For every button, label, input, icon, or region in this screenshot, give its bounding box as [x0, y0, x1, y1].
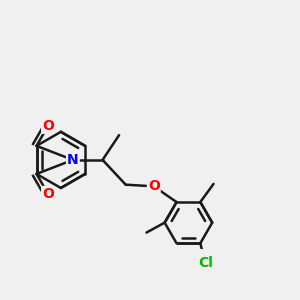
- Text: N: N: [67, 153, 79, 167]
- Text: O: O: [42, 119, 54, 133]
- Text: O: O: [148, 179, 160, 193]
- Text: Cl: Cl: [198, 256, 213, 270]
- Text: O: O: [42, 187, 54, 201]
